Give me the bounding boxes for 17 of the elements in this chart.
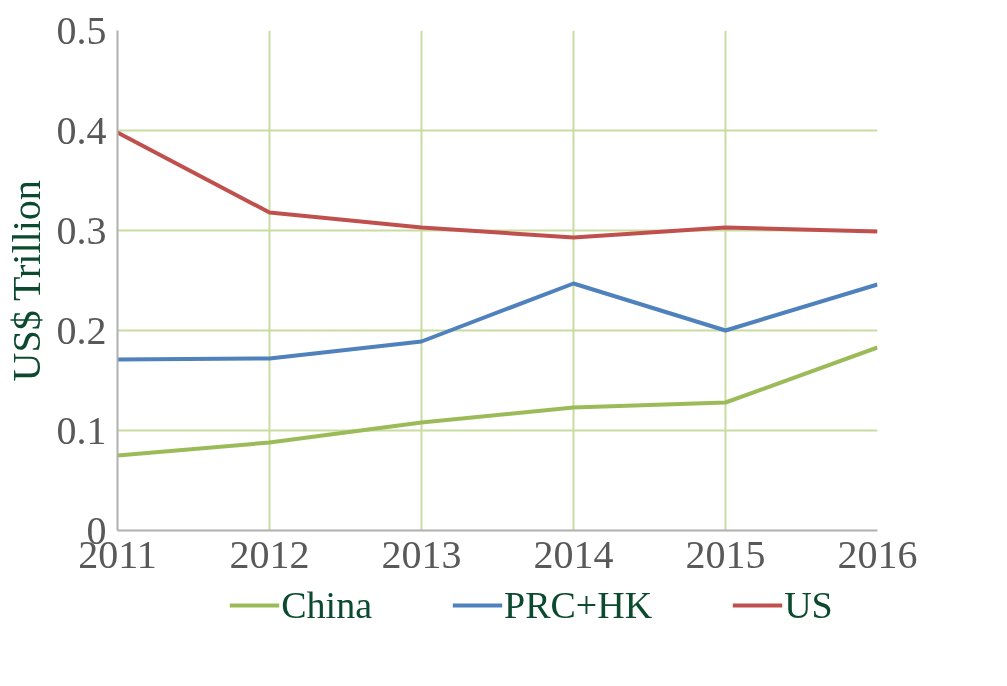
x-tick-label: 2016 (837, 531, 918, 577)
x-tick-label: 2014 (533, 531, 614, 577)
y-tick-label: 0.2 (56, 307, 107, 353)
line-series (117, 345, 878, 458)
y-tick-label: 0.3 (56, 207, 107, 253)
x-tick-label: 2013 (381, 531, 462, 577)
y-tick-label: 0.4 (56, 107, 107, 153)
y-axis-title: US$ Trillion (3, 180, 49, 382)
y-tick-label: 0.5 (56, 7, 107, 53)
y-tick-label: 0.1 (56, 407, 107, 453)
legend-label: US (784, 583, 833, 627)
legend-label: PRC+HK (504, 583, 653, 627)
line-series (117, 130, 878, 240)
x-tick-label: 2015 (685, 531, 766, 577)
line-series (117, 281, 878, 362)
legend-label: China (281, 583, 373, 627)
x-tick-label: 2012 (229, 531, 310, 577)
